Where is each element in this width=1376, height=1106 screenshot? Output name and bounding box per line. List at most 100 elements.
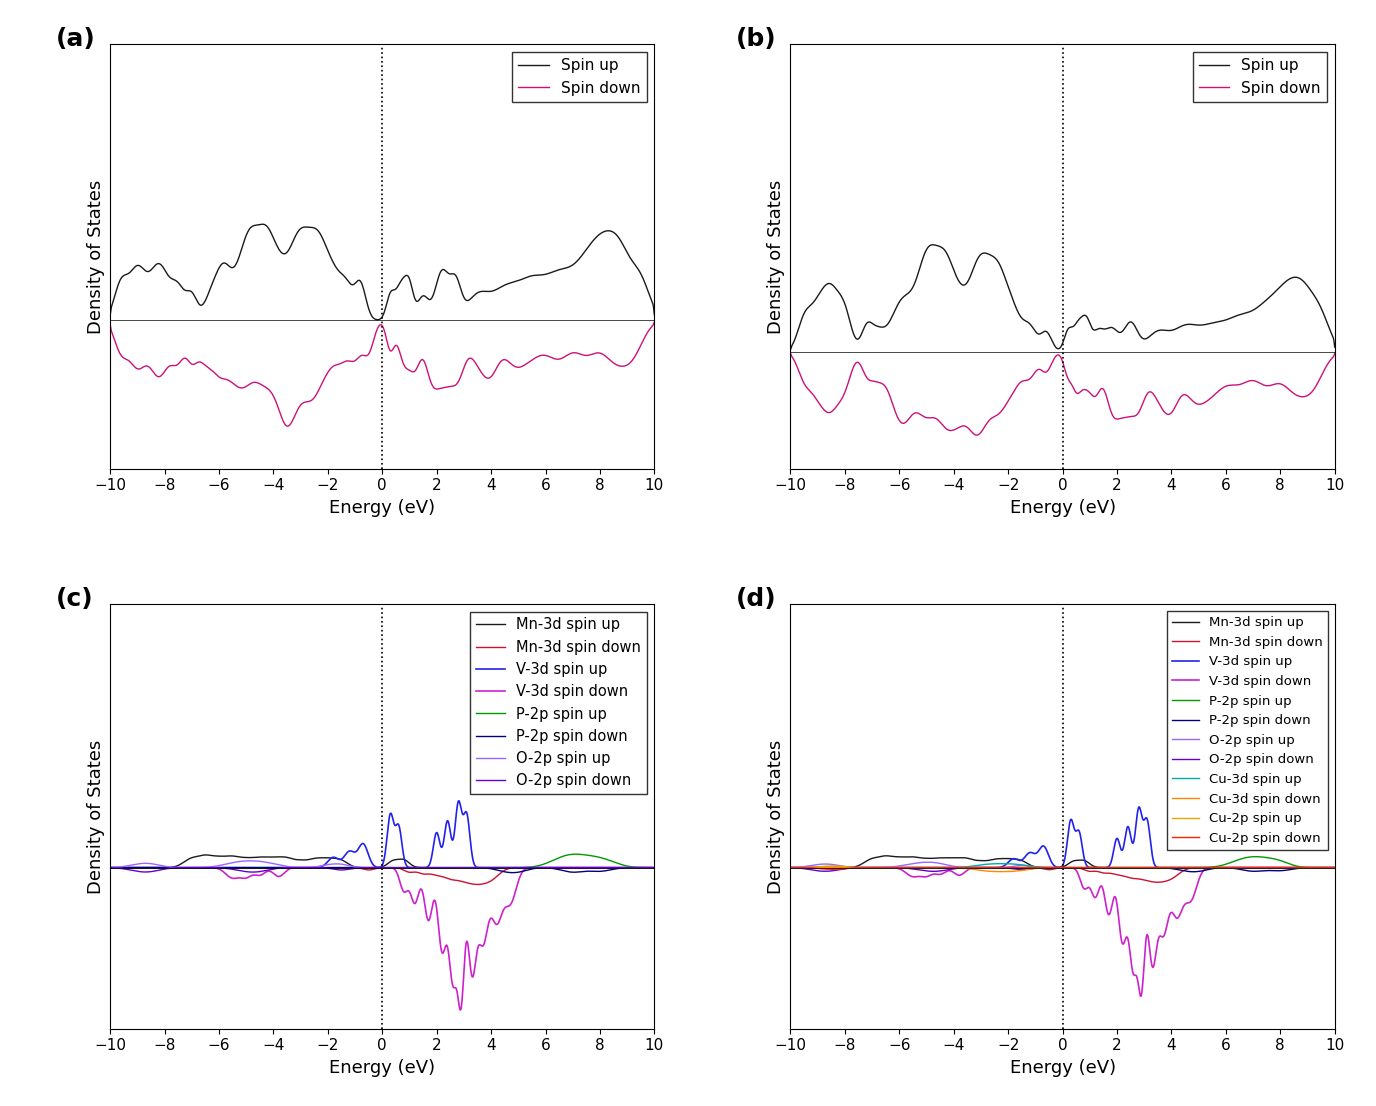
Line: O-2p spin down: O-2p spin down [110, 867, 655, 872]
Line: Mn-3d spin down: Mn-3d spin down [790, 867, 1335, 883]
O-2p spin up [197, 860, 213, 874]
V-3d spin up [647, 860, 663, 874]
Spin up [1258, 294, 1274, 307]
P-2p spin up [1258, 851, 1274, 864]
Spin up [636, 274, 652, 288]
Cu-3d spin up [1014, 858, 1031, 872]
V-3d spin down [311, 860, 327, 874]
Y-axis label: Density of States: Density of States [87, 179, 105, 334]
Mn-3d spin up [198, 848, 215, 862]
Mn-3d spin up [311, 852, 327, 865]
Cu-2p spin down [1258, 860, 1274, 874]
Mn-3d spin up [164, 860, 180, 874]
V-3d spin down [334, 860, 351, 874]
V-3d spin down [877, 860, 893, 874]
Spin down [577, 348, 593, 362]
Cu-3d spin down [991, 865, 1007, 878]
Spin down [1258, 379, 1274, 393]
Legend: Mn-3d spin up, Mn-3d spin down, V-3d spin up, V-3d spin down, P-2p spin up, P-2p: Mn-3d spin up, Mn-3d spin down, V-3d spi… [469, 612, 647, 794]
P-2p spin down [311, 860, 327, 874]
Line: V-3d spin down: V-3d spin down [790, 867, 1335, 997]
V-3d spin up [197, 860, 213, 874]
Mn-3d spin down [647, 860, 663, 874]
Spin up [877, 320, 893, 333]
Line: P-2p spin down: P-2p spin down [110, 867, 655, 873]
P-2p spin up [1315, 860, 1332, 874]
Spin down [636, 333, 652, 346]
Mn-3d spin down [469, 878, 486, 891]
O-2p spin down [845, 862, 861, 875]
V-3d spin down [1258, 860, 1274, 874]
P-2p spin down [1258, 864, 1274, 877]
O-2p spin down [164, 862, 180, 875]
Cu-3d spin up [877, 860, 893, 874]
Mn-3d spin up [102, 860, 118, 874]
P-2p spin down [505, 866, 522, 879]
Cu-2p spin down [782, 860, 798, 874]
O-2p spin down [102, 862, 118, 875]
Mn-3d spin up [991, 852, 1007, 865]
Cu-2p spin up [991, 860, 1007, 874]
X-axis label: Energy (eV): Energy (eV) [329, 499, 435, 517]
V-3d spin down [1326, 860, 1343, 874]
P-2p spin down [1315, 860, 1332, 874]
P-2p spin down [197, 860, 213, 874]
Spin down [279, 419, 296, 432]
V-3d spin up [877, 860, 893, 874]
Line: P-2p spin up: P-2p spin up [790, 857, 1335, 867]
Line: Mn-3d spin up: Mn-3d spin up [790, 856, 1335, 867]
P-2p spin down [1326, 860, 1343, 874]
Cu-2p spin down [991, 860, 1007, 874]
O-2p spin up [877, 860, 893, 874]
Cu-2p spin up [782, 860, 798, 874]
Spin up [647, 309, 663, 322]
Mn-3d spin down [991, 860, 1007, 874]
Spin down [197, 358, 213, 372]
Spin down [1014, 374, 1031, 387]
Cu-3d spin down [782, 860, 798, 874]
O-2p spin down [1258, 860, 1274, 874]
V-3d spin down [102, 860, 118, 874]
Mn-3d spin down [311, 860, 327, 874]
Spin down [164, 358, 180, 372]
X-axis label: Energy (eV): Energy (eV) [329, 1058, 435, 1077]
Cu-2p spin down [1315, 860, 1332, 874]
O-2p spin down [197, 860, 213, 874]
Spin down [311, 383, 327, 396]
Cu-3d spin down [1315, 860, 1332, 874]
Mn-3d spin down [577, 860, 593, 874]
Cu-2p spin down [877, 860, 893, 874]
Spin up [577, 244, 593, 258]
Mn-3d spin up [877, 849, 893, 863]
V-3d spin down [647, 860, 663, 874]
Text: (a): (a) [55, 28, 95, 51]
Mn-3d spin down [1315, 860, 1332, 874]
Line: Spin down: Spin down [790, 353, 1335, 435]
O-2p spin down [311, 862, 327, 875]
Line: P-2p spin up: P-2p spin up [110, 854, 655, 867]
P-2p spin up [636, 860, 652, 874]
Line: Spin up: Spin up [110, 225, 655, 320]
Spin up [102, 310, 118, 323]
Mn-3d spin up [845, 860, 861, 874]
Cu-3d spin up [782, 860, 798, 874]
Spin down [877, 379, 893, 393]
Spin up [164, 272, 180, 285]
Cu-2p spin up [1315, 860, 1332, 874]
Cu-2p spin down [845, 862, 861, 875]
Mn-3d spin up [1315, 860, 1332, 874]
Mn-3d spin down [1149, 876, 1165, 889]
Cu-2p spin down [1146, 860, 1163, 874]
Line: O-2p spin down: O-2p spin down [790, 867, 1335, 872]
O-2p spin up [782, 860, 798, 874]
P-2p spin down [647, 860, 663, 874]
O-2p spin up [102, 860, 118, 874]
Cu-3d spin up [845, 860, 861, 874]
O-2p spin down [877, 860, 893, 874]
P-2p spin up [1326, 860, 1343, 874]
Cu-2p spin up [845, 860, 861, 874]
Cu-3d spin down [877, 860, 893, 874]
P-2p spin down [991, 860, 1007, 874]
Cu-2p spin down [1014, 860, 1031, 874]
O-2p spin up [636, 860, 652, 874]
